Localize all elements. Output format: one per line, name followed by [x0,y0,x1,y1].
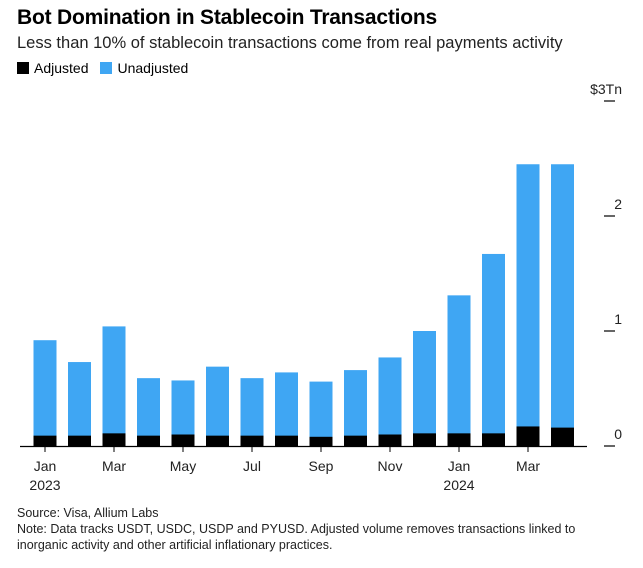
bar-unadjusted [516,164,540,446]
bar-adjusted [206,435,229,446]
stacked-bar-chart: 0 1 2 $3Tn Jan 2023 Mar May Jul Sep Nov Jan 2024 Mar [20,81,622,493]
bar-unadjusted [482,253,505,446]
bar-adjusted [171,434,195,446]
bar-unadjusted [413,331,436,446]
x-tick-label: Jan [448,458,471,474]
bar-unadjusted [102,326,126,446]
x-tick-label: Jul [243,458,261,474]
bar-unadjusted [275,372,298,446]
x-tick-label: Sep [309,458,334,474]
x-tick-label: May [170,458,196,474]
x-tick-year-label: 2023 [29,477,60,493]
bar-unadjusted [551,164,574,446]
bar-unadjusted [378,357,402,446]
bar-adjusted [68,435,91,446]
source-footer: Source: Visa, Allium Labs Note: Data tra… [17,505,627,553]
bar-adjusted [482,433,505,446]
bar-adjusted [344,435,367,446]
chart-title: Bot Domination in Stablecoin Transaction… [17,6,438,29]
legend-item-adjusted: Adjusted [17,60,88,76]
bar-unadjusted [68,362,91,446]
note-text: Note: Data tracks USDT, USDC, USDP and P… [17,522,576,552]
bar-adjusted [33,435,57,446]
y-tick-label: 1 [614,311,622,327]
legend: Adjusted Unadjusted [17,60,200,76]
source-text: Source: Visa, Allium Labs [17,506,159,520]
x-tick-label: Jan [34,458,57,474]
bar-unadjusted [240,378,264,446]
bar-unadjusted [171,380,195,446]
bar-adjusted [102,433,126,446]
y-tick-label: 0 [614,426,622,442]
x-tick-label: Mar [516,458,540,474]
legend-swatch-adjusted [17,62,29,74]
bar-unadjusted [33,340,57,446]
bar-unadjusted [206,366,229,446]
chart-subtitle: Less than 10% of stablecoin transactions… [17,34,563,52]
bar-unadjusted [447,295,471,446]
legend-item-unadjusted: Unadjusted [100,60,188,76]
bar-adjusted [275,435,298,446]
y-tick-label: $3Tn [590,81,622,97]
x-tick-year-label: 2024 [443,477,474,493]
legend-label-unadjusted: Unadjusted [117,60,189,76]
y-tick-label: 2 [614,196,622,212]
bar-adjusted [240,435,264,446]
legend-swatch-unadjusted [100,62,113,74]
bar-adjusted [447,433,471,446]
legend-label-adjusted: Adjusted [34,60,89,76]
x-tick-label: Nov [378,458,403,474]
bar-adjusted [309,436,333,446]
x-tick-label: Mar [102,458,126,474]
bar-adjusted [413,433,436,446]
bar-unadjusted [309,381,333,446]
bar-unadjusted [137,378,160,446]
bar-adjusted [516,426,540,446]
bar-adjusted [378,434,402,446]
bar-adjusted [137,435,160,446]
bar-unadjusted [344,370,367,446]
bar-adjusted [551,427,574,446]
